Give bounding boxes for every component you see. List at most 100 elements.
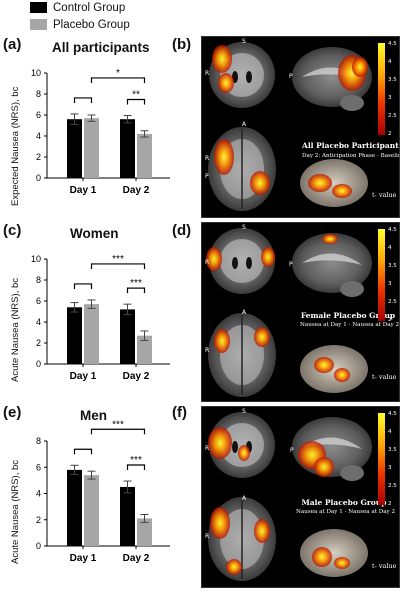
x-tick-label: Day 2 [123,553,150,564]
activation-cluster [254,519,270,543]
sagittal-slice [292,233,372,293]
activation-cluster [250,171,270,195]
legend-label-control: Control Group [53,1,126,14]
bar-chart-all-participants: All participants Expected Nausea (NRS), … [0,36,200,226]
panel-label-a: (a) [3,36,22,53]
bar-control [120,119,135,178]
colorbar-tick: 4.5 [388,411,397,417]
bar-control [120,309,135,364]
y-tick-label: 0 [36,173,41,183]
significance-stars: *** [130,278,142,289]
white-matter [220,423,264,467]
legend-swatch-placebo [30,19,47,30]
activation-cluster [212,45,232,73]
orientation-label-r: R [205,259,210,266]
chart-plot: 0 2 4 6 8 10 Day 1 Day 2 *** *** [31,254,170,382]
significance-stars: *** [112,254,124,265]
colorbar-tick: 3.5 [388,447,397,453]
significance-stars: *** [112,419,124,430]
activation-cluster [322,234,338,244]
white-matter [220,239,264,283]
brain-panel-female-placebo: Female Placebo Group Nausea at Day 1 - N… [201,222,400,402]
orientation-label-r: R [205,155,210,162]
activation-cluster [312,547,332,567]
panel-label-d: (d) [172,222,192,239]
activation-cluster [214,329,230,353]
colorbar-tick: 3 [388,281,392,287]
activation-cluster [261,247,275,267]
colorbar [378,43,385,135]
brain-panel-male-placebo: Male Placebo Group Nausea at Day 1 - Nau… [201,406,400,588]
y-tick-label: 10 [31,68,41,78]
colorbar-label: t- value [372,191,397,199]
colorbar-tick: 3.5 [388,77,397,83]
colorbar [378,413,385,505]
y-tick-label: 4 [36,317,41,327]
bar-chart-women: Women Acute Nausea (NRS), bc 0 2 4 6 8 10 Day … [0,222,200,412]
y-tick-label: 0 [36,359,41,369]
cerebellum [340,465,364,481]
legend-swatch-control [30,2,47,13]
activation-cluster [218,73,234,93]
colorbar-tick: 2 [388,317,392,323]
orientation-label-r: R [205,70,210,77]
colorbar-tick: 2 [388,501,392,507]
brain-3d-render [300,345,368,393]
significance-stars: * [116,68,120,79]
orientation-label-r: R [205,445,210,452]
panel-label-f: (f) [172,404,187,421]
ventricle [232,441,238,453]
y-tick-label: 8 [36,275,41,285]
panel-label-e: (e) [3,404,22,421]
significance-bracket [73,97,93,103]
activation-cluster [226,559,242,575]
colorbar-tick: 3.5 [388,263,397,269]
orientation-label-p: P [289,261,293,268]
activation-cluster [352,57,368,77]
orientation-label-a: A [242,121,247,128]
x-tick-label: Day 2 [123,185,150,196]
chart-plot: 0 2 4 6 8 Day 1 Day 2 *** *** [36,419,170,564]
activation-cluster [254,327,270,347]
chart-title: Women [70,226,119,241]
y-tick-label: 2 [36,338,41,348]
bar-placebo [84,118,99,178]
activation-cluster [238,445,250,461]
significance-stars: *** [130,455,142,466]
colorbar-tick: 4.5 [388,227,397,233]
activation-cluster [332,184,352,198]
brain-panel-title: Male Placebo Group [301,498,387,507]
colorbar-tick: 4 [388,59,392,65]
colorbar-tick: 3 [388,95,392,101]
legend-label-placebo: Placebo Group [53,18,130,31]
significance-stars: ** [132,90,140,101]
activation-cluster [334,368,350,382]
x-tick-label: Day 2 [123,371,150,382]
orientation-label-p: P [289,73,293,80]
brain-panel-subtitle: Nausea at Day 1 - Nausea at Day 2 [300,322,400,328]
y-tick-label: 6 [36,462,41,472]
x-tick-label: Day 1 [70,185,97,196]
panel-label-c: (c) [3,222,22,239]
brain-panel-title: All Placebo Participants [302,141,400,150]
brain-panel-all-placebo: All Placebo Participants Day 2: Anticipa… [201,36,400,218]
legend-item-placebo: Placebo Group [30,17,130,32]
significance-bracket [90,263,146,269]
activation-cluster [314,357,334,373]
activation-cluster [314,457,334,477]
bar-placebo [84,304,99,364]
brain-panel-title: Female Placebo Group [300,311,396,320]
cerebellum [340,281,364,297]
legend: Control Group Placebo Group [30,0,130,34]
orientation-label-p: P [290,447,294,454]
x-tick-label: Day 1 [70,371,97,382]
y-tick-label: 2 [36,152,41,162]
corpus-callosum [302,437,362,449]
activation-cluster [206,247,222,271]
orientation-label-r: R [205,533,210,540]
legend-item-control: Control Group [30,0,130,15]
brain-images [206,228,372,397]
brain-3d-render [300,529,368,577]
bar-control [67,119,82,178]
colorbar-tick: 2.5 [388,299,397,305]
